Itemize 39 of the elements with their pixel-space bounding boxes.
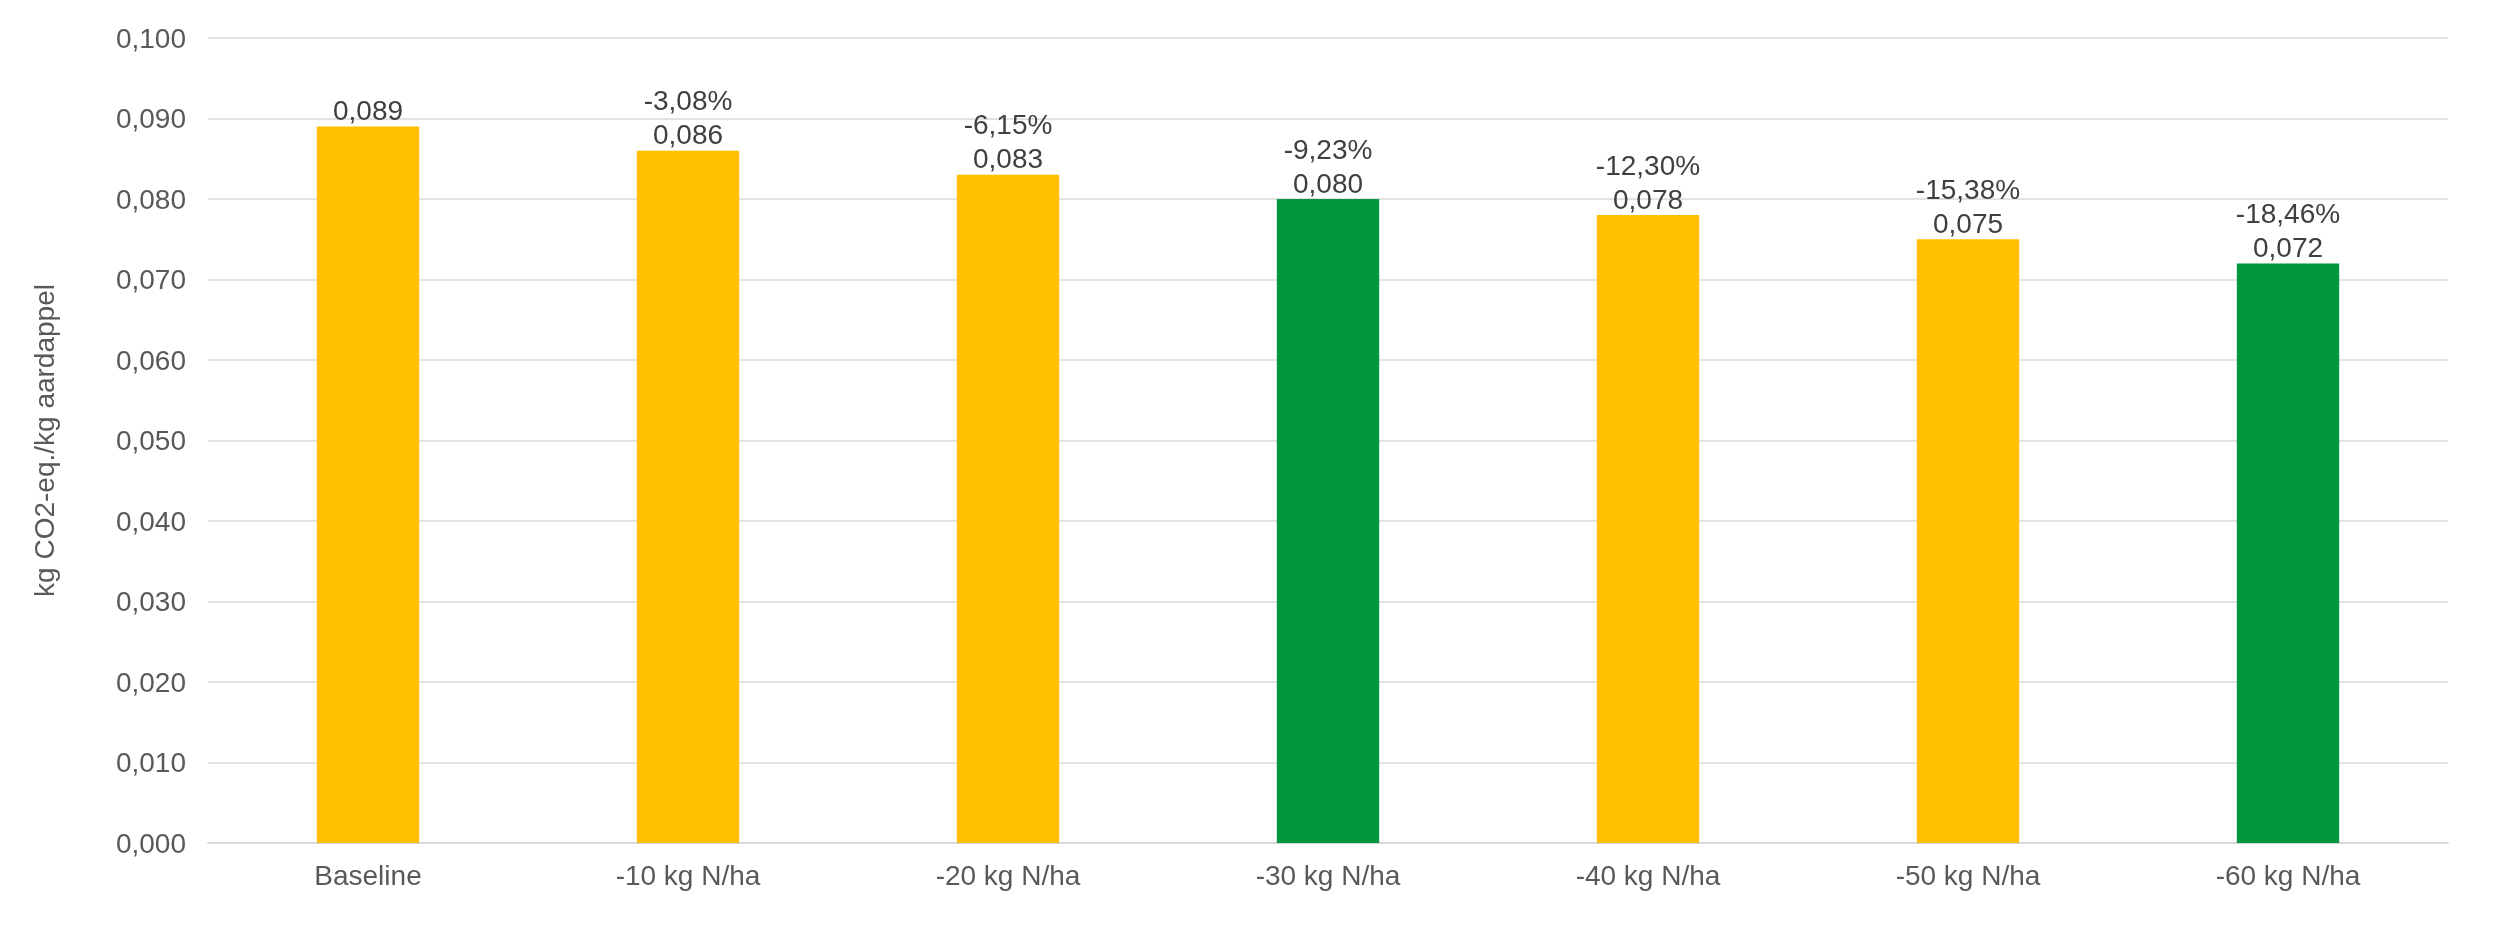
y-tick-label: 0,100 [115,22,186,54]
x-tick-label: -60 kg N/ha [2215,859,2361,891]
x-tick-label: Baseline [314,859,422,891]
x-tick-label: -40 kg N/ha [1575,859,1721,891]
x-tick-label: -50 kg N/ha [1895,859,2041,891]
x-tick-label: -30 kg N/ha [1255,859,1401,891]
data-label: 0,075 [1932,207,2004,239]
data-label: 0,089 [332,95,404,127]
annotation: -3,08% [643,85,733,117]
y-tick-label: 0,000 [115,827,186,859]
data-label: 0,086 [652,119,724,151]
y-tick-label: 0,070 [115,264,186,295]
data-label: 0,078 [1612,183,1684,215]
y-tick-label: 0,060 [115,344,186,376]
x-tick-label: -10 kg N/ha [615,859,761,891]
data-label: 0,083 [972,143,1044,175]
bar [1916,239,2020,843]
y-tick-label: 0,050 [115,425,186,456]
bar [1596,215,1700,843]
data-label: 0,072 [2252,231,2324,263]
bar [316,126,420,843]
bar [636,150,740,843]
y-tick-label: 0,020 [115,666,186,698]
data-label: 0,080 [1292,167,1364,199]
annotation: -6,15% [963,109,1053,141]
y-tick-label: 0,040 [115,505,186,537]
y-tick-label: 0,080 [115,183,186,215]
annotation: -9,23% [1283,133,1373,165]
bar [1276,199,1380,843]
bar [956,174,1060,843]
y-tick-label: 0,030 [115,586,186,617]
y-tick-label: 0,010 [115,747,186,778]
annotation: -12,30% [1595,149,1701,181]
y-axis-title: kg CO2-eq./kg aardappel [28,284,60,597]
y-tick-label: 0,090 [115,103,186,134]
x-tick-label: -20 kg N/ha [935,859,1081,891]
annotation: -18,46% [2235,197,2341,229]
bar [2236,263,2340,843]
annotation: -15,38% [1915,173,2021,205]
